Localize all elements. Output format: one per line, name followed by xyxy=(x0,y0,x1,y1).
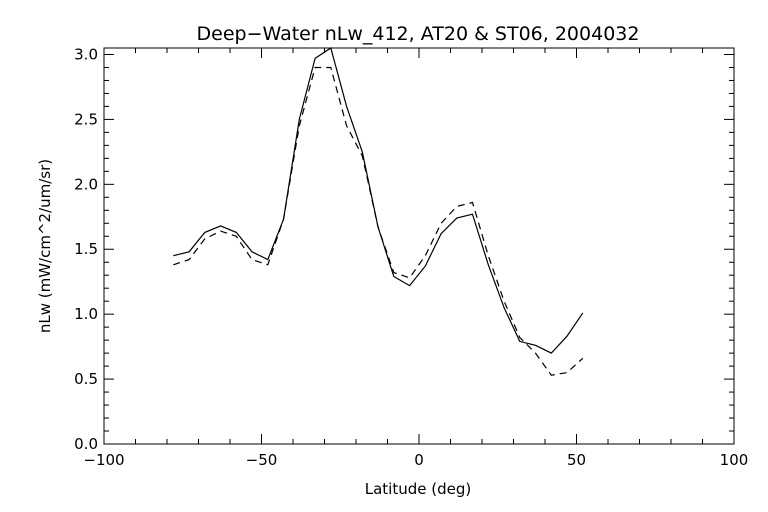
chart-title: Deep−Water nLw_412, AT20 & ST06, 2004032 xyxy=(197,23,640,45)
y-tick-label: 2.5 xyxy=(74,110,98,128)
x-tick-label: 0 xyxy=(414,451,424,469)
series-line-dashed xyxy=(173,66,584,376)
x-axis-label: Latitude (deg) xyxy=(365,480,471,498)
y-tick-label: 3.0 xyxy=(74,45,98,63)
plot-frame xyxy=(103,47,735,445)
x-tick-label: 50 xyxy=(567,451,586,469)
y-axis-label: nLw (mW/cm^2/um/sr) xyxy=(36,159,54,333)
x-tick-label: −50 xyxy=(246,451,278,469)
x-tick-label: 100 xyxy=(720,451,749,469)
x-tick-label: −100 xyxy=(83,451,124,469)
series-group xyxy=(173,47,584,376)
y-tick-label: 0.5 xyxy=(74,370,98,388)
y-axis: 0.0 0.5 1.0 1.5 2.0 2.5 3.0 xyxy=(74,45,734,453)
y-tick-label: 0.0 xyxy=(74,435,98,453)
y-tick-label: 1.0 xyxy=(74,305,98,323)
y-tick-label: 2.0 xyxy=(74,175,98,193)
y-tick-label: 1.5 xyxy=(74,240,98,258)
series-line-solid xyxy=(173,47,584,354)
x-axis: −100 −50 0 50 100 xyxy=(83,48,748,469)
